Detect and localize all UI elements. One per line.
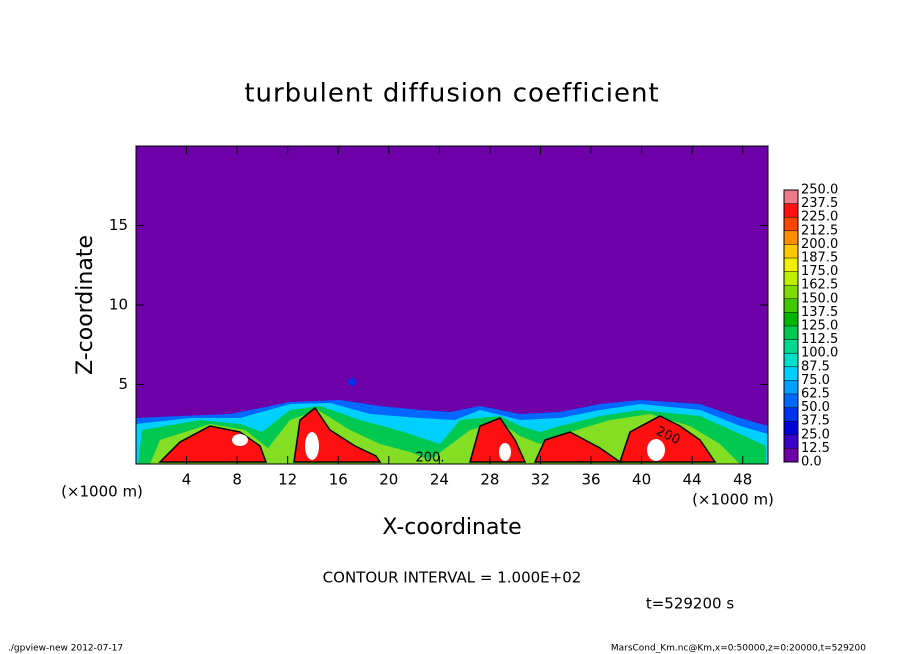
colorbar-swatch [784, 217, 798, 231]
colorbar-label: 100.0 [801, 346, 838, 361]
colorbar-label: 150.0 [801, 291, 838, 306]
colorbar-swatch [784, 353, 798, 367]
colorbar-label: 237.5 [801, 196, 838, 211]
x-tick-label: 4 [182, 471, 192, 489]
colorbar-swatch [784, 394, 798, 408]
colorbar-swatch [784, 230, 798, 245]
colorbar-label: 87.5 [801, 359, 830, 374]
colorbar-label: 187.5 [801, 251, 838, 266]
colorbar-swatch [784, 380, 798, 394]
field-peak [232, 434, 248, 446]
colorbar-swatch [784, 326, 798, 340]
colorbar-label: 50.0 [801, 400, 830, 415]
x-axis-label: X-coordinate [382, 515, 521, 540]
x-tick-label: 20 [379, 471, 398, 489]
colorbar-label: 112.5 [801, 332, 838, 347]
colorbar-label: 62.5 [801, 387, 830, 402]
colorbar-label: 200.0 [801, 237, 838, 252]
colorbar-swatch [784, 434, 798, 449]
x-tick-label: 44 [683, 471, 702, 489]
colorbar-label: 225.0 [801, 210, 838, 225]
field-spot [347, 377, 357, 387]
colorbar-swatch [784, 407, 798, 422]
x-tick-label: 36 [581, 471, 600, 489]
y-axis-label: Z-coordinate [73, 235, 98, 375]
colorbar-swatch [784, 285, 798, 299]
colorbar-label: 75.0 [801, 373, 830, 388]
colorbar-swatch [784, 258, 798, 272]
colorbar-swatch [784, 298, 798, 313]
colorbar-label: 25.0 [801, 427, 830, 442]
colorbar-swatch [784, 203, 798, 218]
colorbar-label: 125.0 [801, 319, 838, 334]
colorbar-swatch [784, 366, 798, 381]
x-tick-label: 8 [232, 471, 242, 489]
contour-label: 200. [416, 451, 445, 466]
x-tick-label: 16 [329, 471, 348, 489]
colorbar-label: 212.5 [801, 223, 838, 238]
field-peak [499, 443, 511, 461]
colorbar-swatch [784, 271, 798, 286]
field-band [618, 415, 717, 463]
colorbar-label: 37.5 [801, 414, 830, 429]
x-unit-label: (×1000 m) [692, 491, 774, 509]
x-tick-label: 32 [531, 471, 550, 489]
x-tick-label: 24 [430, 471, 449, 489]
colorbar-swatch [784, 339, 798, 354]
x-tick-label: 12 [278, 471, 297, 489]
field-peak [647, 439, 665, 461]
x-tick-label: 48 [733, 471, 752, 489]
x-tick-label: 28 [480, 471, 499, 489]
field-peak [305, 432, 319, 460]
colorbar-label: 12.5 [801, 441, 830, 456]
x-unit-label: (×1000 m) [61, 483, 143, 501]
time-label: t=529200 s [646, 595, 734, 613]
footer-left: ./gpview-new 2012-07-17 [8, 644, 123, 654]
colorbar-label: 175.0 [801, 264, 838, 279]
field-band [469, 417, 527, 463]
colorbar-swatch [784, 244, 798, 258]
colorbar-swatch [784, 448, 798, 462]
colorbar-label: 137.5 [801, 305, 838, 320]
colorbar-swatch [784, 190, 798, 204]
colorbar-label: 250.0 [801, 183, 838, 198]
x-tick-label: 40 [632, 471, 651, 489]
contour-interval: CONTOUR INTERVAL = 1.000E+02 [323, 569, 582, 587]
colorbar-swatch [784, 312, 798, 326]
colorbar-swatch [784, 421, 798, 435]
y-tick-label: 5 [118, 375, 128, 393]
footer-right: MarsCond_Km.nc@Km,x=0:50000,z=0:20000,t=… [611, 644, 866, 654]
y-tick-label: 10 [109, 296, 128, 314]
colorbar-label: 0.0 [801, 455, 822, 470]
y-tick-label: 15 [109, 216, 128, 234]
field-band [533, 431, 623, 463]
chart-title: turbulent diffusion coefficient [244, 79, 659, 109]
field [136, 146, 768, 464]
colorbar-label: 162.5 [801, 278, 838, 293]
